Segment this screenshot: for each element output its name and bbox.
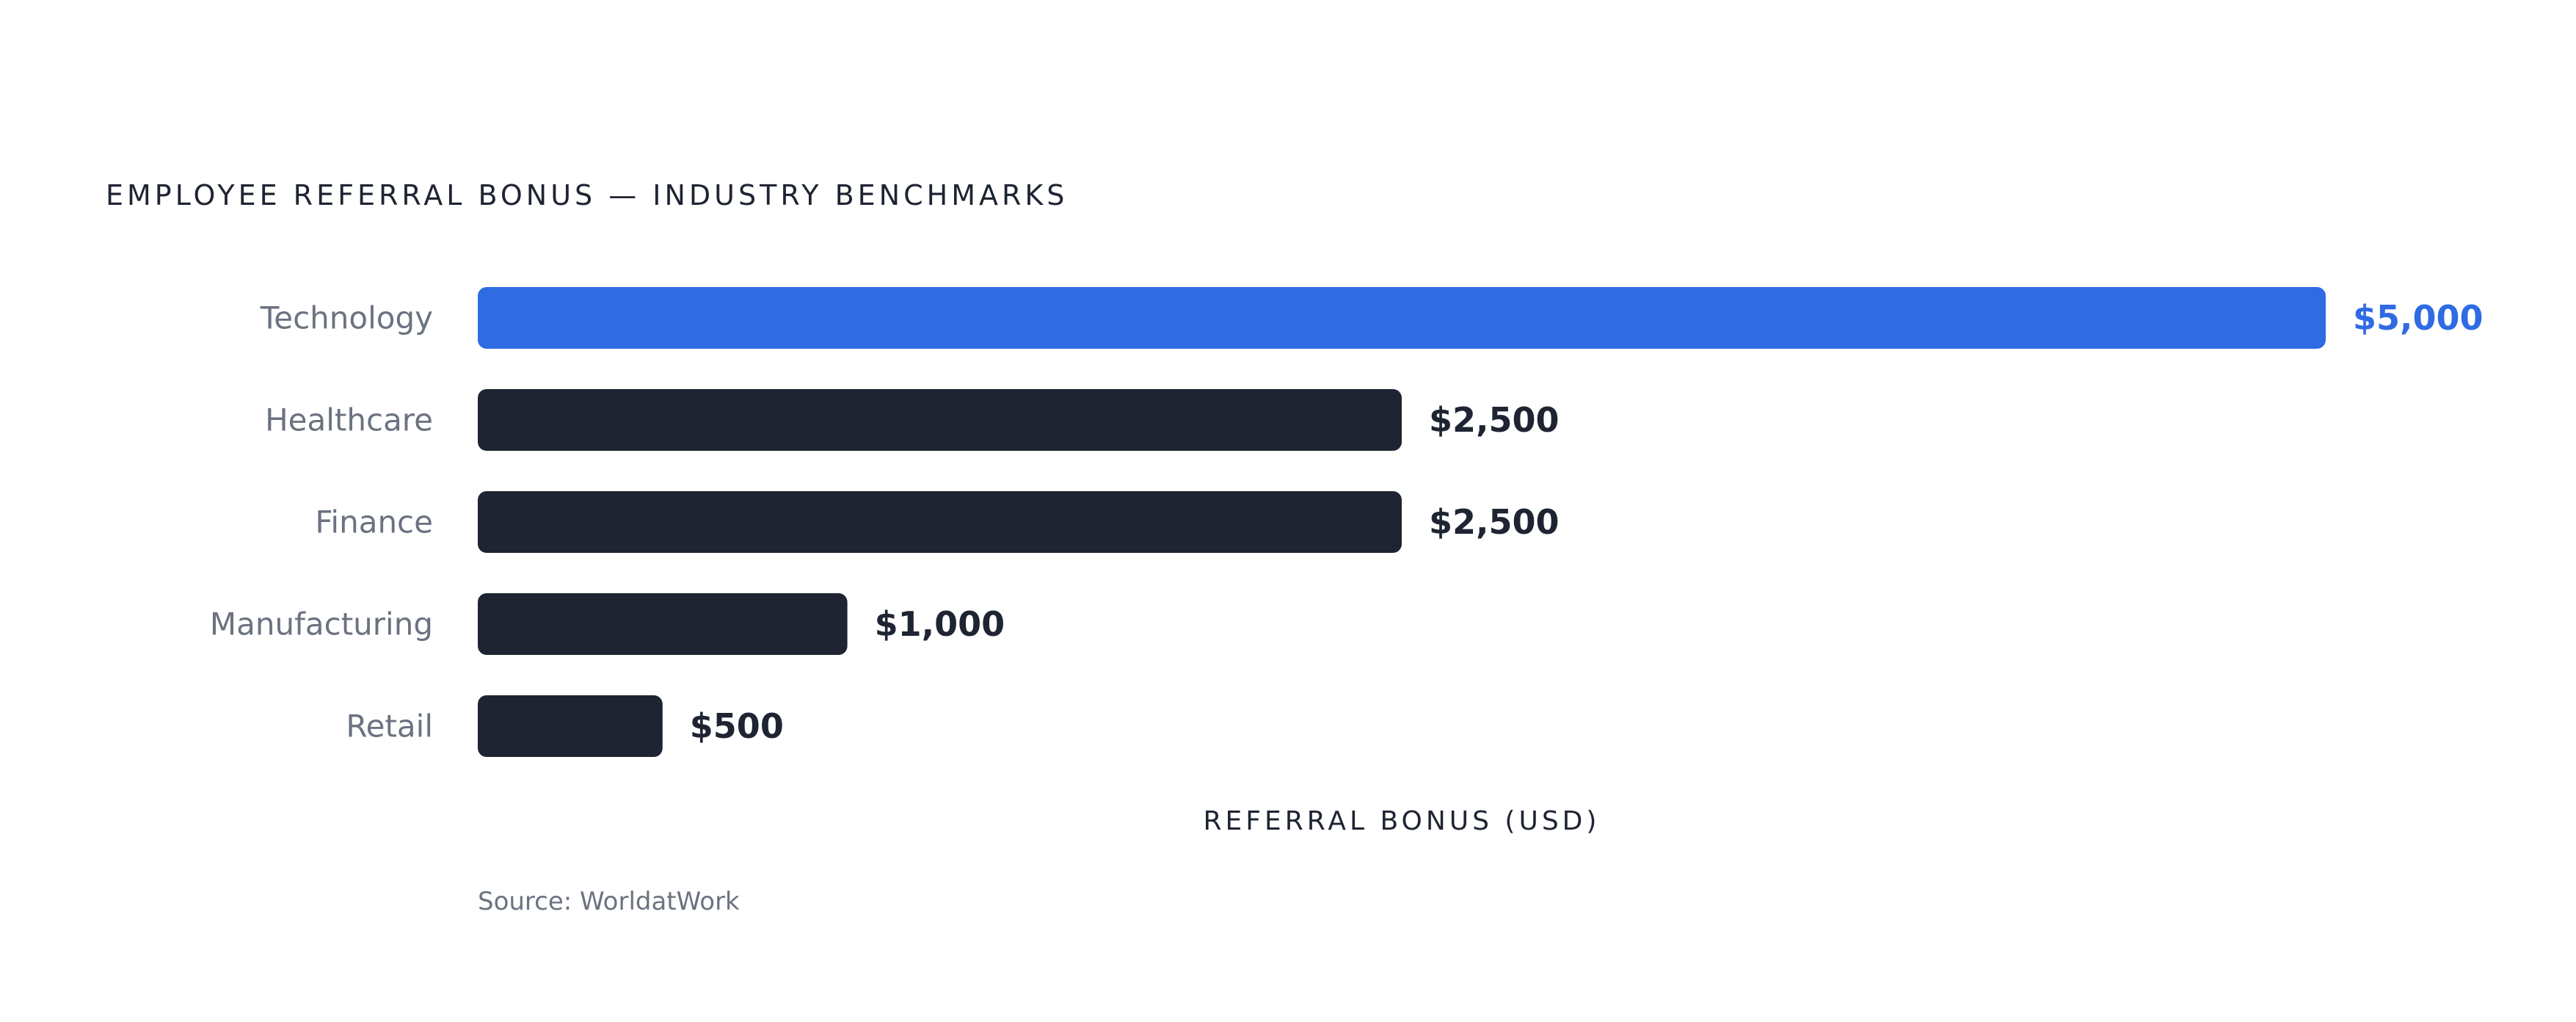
bar <box>478 287 2326 349</box>
x-axis-label: REFERRAL BONUS (USD) <box>1204 806 1601 836</box>
data-label: $1,000 <box>875 604 1005 644</box>
source-note: Source: WorldatWork <box>478 887 740 916</box>
category-label: Retail <box>346 708 433 744</box>
bar <box>478 491 1402 553</box>
data-label: $5,000 <box>2353 298 2484 338</box>
data-label: $2,500 <box>1429 400 1560 440</box>
bar <box>478 593 848 655</box>
category-label: Technology <box>260 300 433 336</box>
data-label: $500 <box>690 706 784 746</box>
category-label: Healthcare <box>265 402 433 438</box>
data-label: $2,500 <box>1429 502 1560 542</box>
bars-group: Technology $5,000 Healthcare $2,500 Finance $… <box>210 287 2484 757</box>
chart-title: EMPLOYEE REFERRAL BONUS — INDUSTRY BENCH… <box>106 179 1069 211</box>
bar <box>478 389 1402 451</box>
category-label: Manufacturing <box>210 606 433 642</box>
bar <box>478 695 663 757</box>
category-label: Finance <box>315 504 433 540</box>
